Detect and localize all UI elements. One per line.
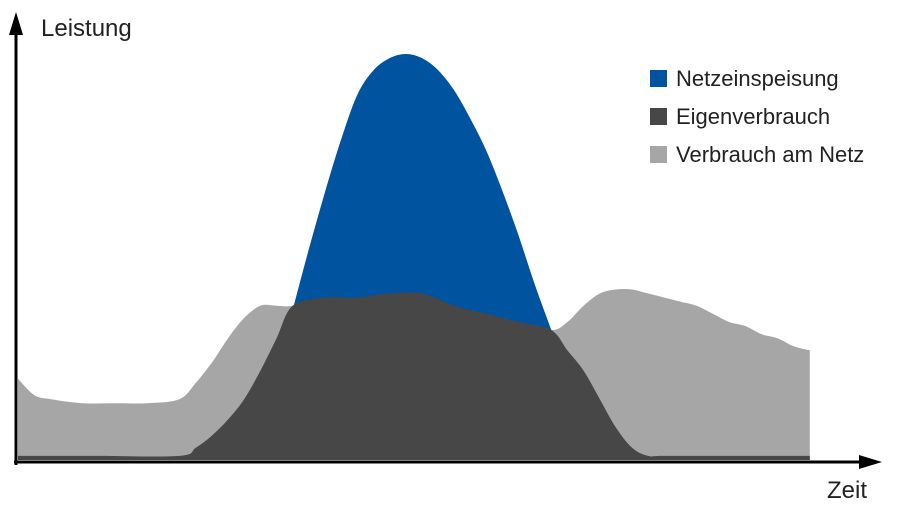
area-layer bbox=[18, 54, 810, 460]
legend-label-verbrauch-am-netz: Verbrauch am Netz bbox=[676, 142, 864, 167]
x-axis-arrow bbox=[859, 455, 882, 469]
legend-label-eigenverbrauch: Eigenverbrauch bbox=[676, 104, 830, 129]
legend: Netzeinspeisung Eigenverbrauch Verbrauch… bbox=[650, 66, 864, 167]
legend-swatch-netzeinspeisung bbox=[650, 70, 667, 87]
legend-label-netzeinspeisung: Netzeinspeisung bbox=[676, 66, 839, 91]
legend-swatch-eigenverbrauch bbox=[650, 108, 667, 125]
x-axis-label: Zeit bbox=[827, 477, 867, 504]
area-eigenverbrauch bbox=[18, 292, 810, 460]
y-axis-arrow bbox=[9, 12, 23, 35]
y-axis-label: Leistung bbox=[41, 15, 132, 42]
axes: Leistung Zeit bbox=[9, 12, 882, 504]
legend-swatch-verbrauch-am-netz bbox=[650, 146, 667, 163]
